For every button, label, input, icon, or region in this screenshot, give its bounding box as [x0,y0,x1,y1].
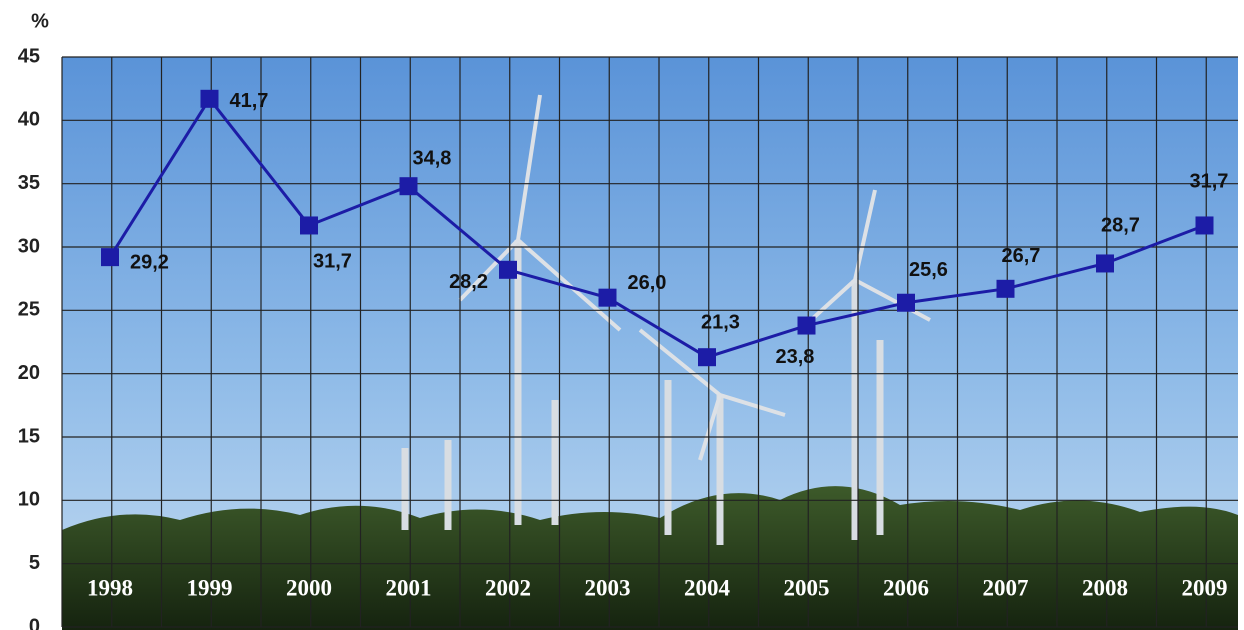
data-point [300,216,318,235]
data-label: 34,8 [413,147,452,169]
y-tick-label: 5 [29,552,40,574]
data-label: 25,6 [909,259,948,281]
x-tick-label: 1999 [187,575,233,600]
y-tick-label: 10 [18,489,40,511]
y-tick-label: 30 [18,235,40,257]
x-tick-label: 2002 [485,575,531,600]
data-point [101,248,119,267]
data-point [1195,216,1214,235]
data-label: 29,2 [130,251,169,273]
data-label: 31,7 [1190,171,1229,193]
data-label: 31,7 [313,251,352,273]
data-point [897,293,915,312]
y-tick-label: 20 [18,362,40,384]
y-tick-label: 35 [18,172,40,194]
data-point [499,260,517,279]
y-tick-label: 0 [29,615,40,630]
y-tick-label: 25 [18,299,40,321]
x-tick-label: 2001 [386,575,432,600]
data-point [996,279,1015,298]
data-label: 28,2 [449,271,488,293]
y-tick-label: 45 [18,45,40,67]
data-point [399,177,418,196]
data-label: 26,0 [628,272,667,294]
data-label: 21,3 [701,311,740,333]
y-axis-label: % [31,10,49,32]
data-point [1096,254,1114,273]
y-tick-label: 15 [18,425,40,447]
data-label: 23,8 [776,346,815,368]
data-point [797,316,816,335]
y-tick-label: 40 [18,109,40,131]
x-tick-label: 1998 [87,575,133,600]
x-tick-label: 2005 [784,575,830,600]
x-tick-label: 2003 [585,575,631,600]
data-label: 26,7 [1002,245,1041,267]
data-label: 41,7 [230,90,269,112]
data-point [698,348,716,367]
data-point [200,89,219,108]
data-line [108,96,1206,359]
data-label: 28,7 [1101,215,1140,237]
x-tick-label: 2000 [286,575,332,600]
background-photo [62,57,1238,630]
x-tick-label: 2006 [883,575,929,600]
x-tick-label: 2004 [684,575,731,600]
x-tick-label: 2009 [1182,575,1228,600]
x-tick-label: 2008 [1082,575,1128,600]
data-point [598,288,617,307]
x-tick-label: 2007 [983,575,1029,600]
